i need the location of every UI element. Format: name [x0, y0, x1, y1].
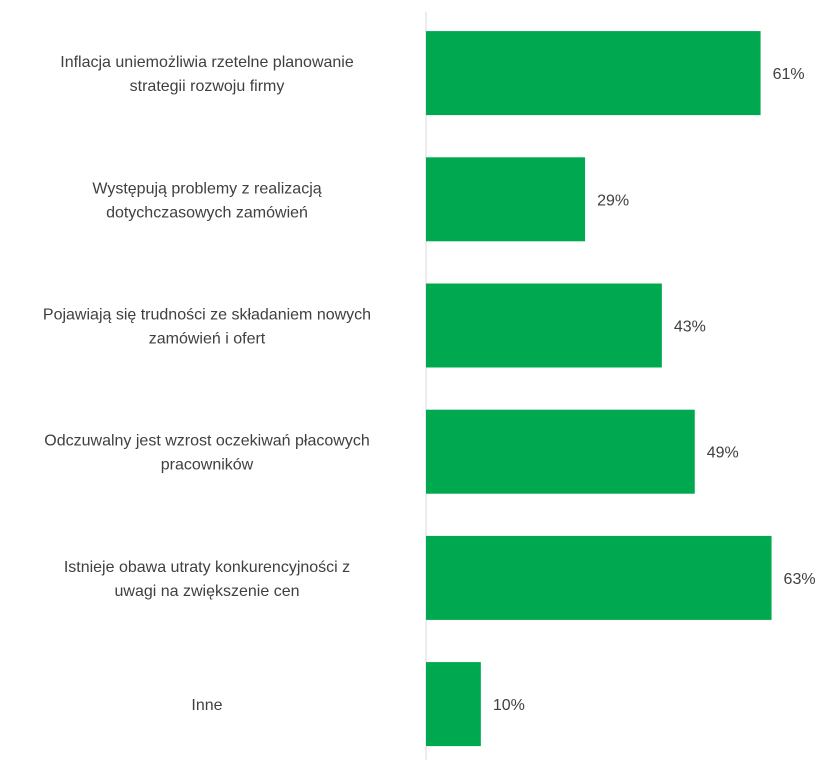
category-label-line: Istnieje obawa utraty konkurencyjności z — [64, 559, 350, 576]
category-label-line: Pojawiają się trudności ze składaniem no… — [43, 307, 371, 324]
bar-3 — [426, 410, 695, 494]
category-label-1: Występują problemy z realizacją dotychcza… — [92, 180, 321, 221]
category-label-5: Inne — [191, 697, 222, 714]
value-label-2: 43% — [674, 319, 706, 336]
bar-2 — [426, 284, 662, 368]
value-label-3: 49% — [707, 445, 739, 462]
category-label-line: uwagi na zwiększenie cen — [115, 583, 300, 600]
value-label-0: 61% — [773, 66, 805, 83]
bar-0 — [426, 31, 761, 115]
category-labels-group: Inflacja uniemożliwia rzetelne planowani… — [43, 54, 371, 714]
value-label-5: 10% — [493, 697, 525, 714]
bar-5 — [426, 662, 481, 746]
value-label-1: 29% — [597, 192, 629, 209]
category-label-line: Inflacja uniemożliwia rzetelne planowani… — [60, 54, 354, 71]
category-label-2: Pojawiają się trudności ze składaniem no… — [43, 307, 371, 348]
category-label-0: Inflacja uniemożliwia rzetelne planowani… — [60, 54, 354, 95]
category-label-line: Inne — [191, 697, 222, 714]
category-label-line: Odczuwalny jest wzrost oczekiwań płacowy… — [44, 433, 369, 450]
bars-group — [426, 31, 772, 746]
category-label-line: strategii rozwoju firmy — [130, 78, 285, 95]
category-label-3: Odczuwalny jest wzrost oczekiwań płacowy… — [44, 433, 369, 474]
category-label-line: Występują problemy z realizacją — [92, 180, 321, 197]
category-label-line: pracowników — [161, 457, 254, 474]
category-label-line: dotychczasowych zamówień — [106, 204, 308, 221]
category-label-4: Istnieje obawa utraty konkurencyjności z… — [64, 559, 350, 600]
bar-1 — [426, 157, 585, 241]
value-label-4: 63% — [784, 571, 816, 588]
bar-4 — [426, 536, 772, 620]
category-label-line: zamówień i ofert — [149, 331, 266, 348]
